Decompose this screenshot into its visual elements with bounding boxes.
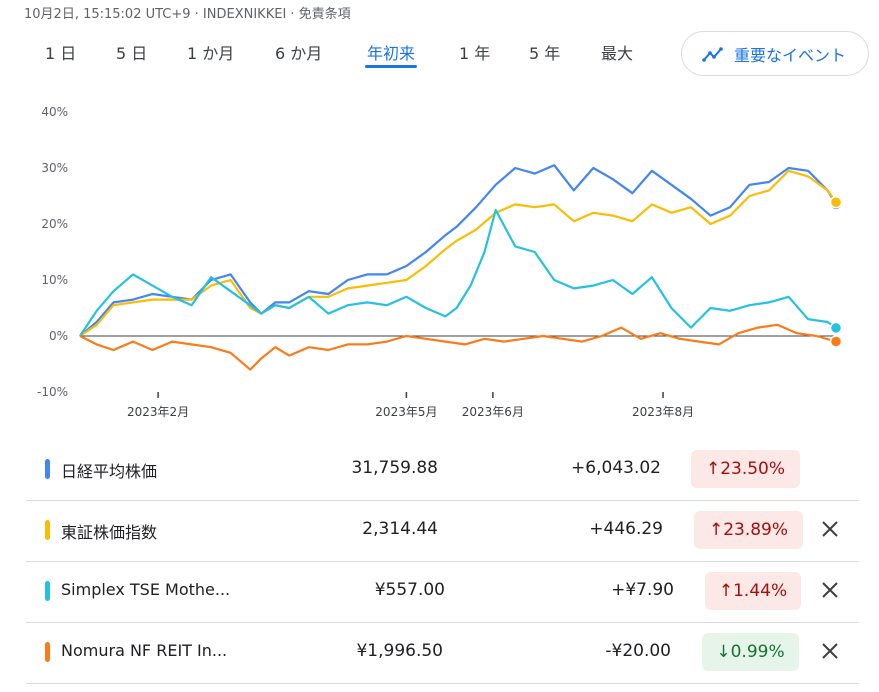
close-icon	[822, 582, 838, 598]
tab-max[interactable]: 最大	[601, 44, 634, 63]
x-tick-label: 2023年5月	[375, 405, 437, 419]
comparison-table: 日経平均株価 31,759.88 +6,043.02 ↑ 23.50% 東証株価指…	[26, 440, 859, 684]
series-change: +446.29	[589, 519, 663, 539]
key-events-label: 重要なイベント	[734, 45, 847, 65]
y-tick-label: -10%	[37, 385, 68, 399]
series-end-point-3	[829, 335, 843, 348]
close-icon	[822, 521, 838, 537]
y-tick-label: 40%	[41, 105, 68, 119]
x-axis: 2023年2月 2023年5月 2023年6月 2023年8月	[127, 392, 694, 419]
percent-change-badge: ↓ 0.99%	[702, 633, 799, 671]
series-end-point-2	[829, 321, 843, 335]
remove-series-button[interactable]	[818, 639, 842, 663]
range-tabs: 1 日 5 日 1 か月 6 か月 年初来 1 年 5 年 最大	[30, 40, 670, 72]
tab-1-month[interactable]: 1 か月	[187, 44, 235, 63]
series-name: Nomura NF REIT In...	[61, 641, 228, 660]
series-name: 日経平均株価	[61, 462, 158, 481]
percent-change-badge: ↑ 23.50%	[691, 450, 800, 488]
tab-1-year[interactable]: 1 年	[459, 44, 491, 63]
series-price: ¥557.00	[374, 580, 445, 600]
tab-1-day[interactable]: 1 日	[45, 44, 77, 63]
series-name: Simplex TSE Mothe...	[61, 580, 231, 599]
trend-icon	[702, 46, 723, 62]
table-row[interactable]: 日経平均株価 31,759.88 +6,043.02 ↑ 23.50%	[26, 440, 859, 501]
series-price: 2,314.44	[362, 519, 438, 539]
series-lines	[79, 164, 837, 371]
x-tick-label: 2023年2月	[127, 405, 189, 419]
chart-timestamp: 10月2日, 15:15:02 UTC+9 · INDEXNIKKEI · 免責…	[24, 7, 351, 22]
series-end-markers	[829, 195, 843, 348]
series-line-1	[79, 169, 837, 337]
series-change: +¥7.90	[611, 580, 674, 600]
series-line-2	[79, 208, 837, 337]
series-line-3	[79, 323, 837, 371]
series-change: +6,043.02	[571, 458, 661, 478]
arrow-up-icon: ↑	[708, 520, 724, 540]
y-tick-label: 10%	[41, 273, 68, 287]
key-events-button[interactable]: 重要なイベント	[681, 31, 869, 76]
series-color-swatch	[45, 459, 50, 479]
tab-6-month[interactable]: 6 か月	[275, 44, 323, 63]
tab-5-year[interactable]: 5 年	[529, 44, 561, 63]
tab-5-day[interactable]: 5 日	[116, 44, 148, 63]
series-color-swatch	[45, 642, 50, 662]
line-chart: 40% 30% 20% 10% 0% -10% 2023年2月 2023年5月 2023年6月…	[37, 105, 843, 419]
series-color-swatch	[45, 520, 50, 540]
close-icon	[822, 643, 838, 659]
remove-series-button[interactable]	[818, 517, 842, 541]
arrow-down-icon: ↓	[716, 642, 731, 662]
y-tick-label: 20%	[41, 217, 68, 231]
series-end-point-1	[829, 195, 843, 209]
table-row[interactable]: Nomura NF REIT In... ¥1,996.50 -¥20.00 ↓…	[26, 623, 859, 684]
arrow-up-icon: ↑	[705, 459, 721, 479]
percent-change-badge: ↑ 1.44%	[705, 572, 801, 610]
table-row[interactable]: 東証株価指数 2,314.44 +446.29 ↑ 23.89%	[26, 501, 859, 562]
series-change: -¥20.00	[605, 641, 671, 661]
y-axis: 40% 30% 20% 10% 0% -10%	[37, 105, 68, 399]
x-tick-label: 2023年8月	[632, 405, 694, 419]
series-price: 31,759.88	[351, 458, 438, 478]
series-name: 東証株価指数	[61, 523, 158, 542]
series-price: ¥1,996.50	[356, 641, 443, 661]
x-tick-label: 2023年6月	[462, 405, 524, 419]
arrow-up-icon: ↑	[718, 581, 734, 601]
remove-series-button[interactable]	[818, 578, 842, 602]
y-tick-label: 0%	[49, 329, 68, 343]
tab-ytd[interactable]: 年初来	[364, 40, 418, 68]
series-color-swatch	[45, 581, 50, 601]
percent-change-badge: ↑ 23.89%	[694, 511, 803, 549]
table-row[interactable]: Simplex TSE Mothe... ¥557.00 +¥7.90 ↑ 1.4…	[26, 562, 859, 623]
y-tick-label: 30%	[41, 161, 68, 175]
